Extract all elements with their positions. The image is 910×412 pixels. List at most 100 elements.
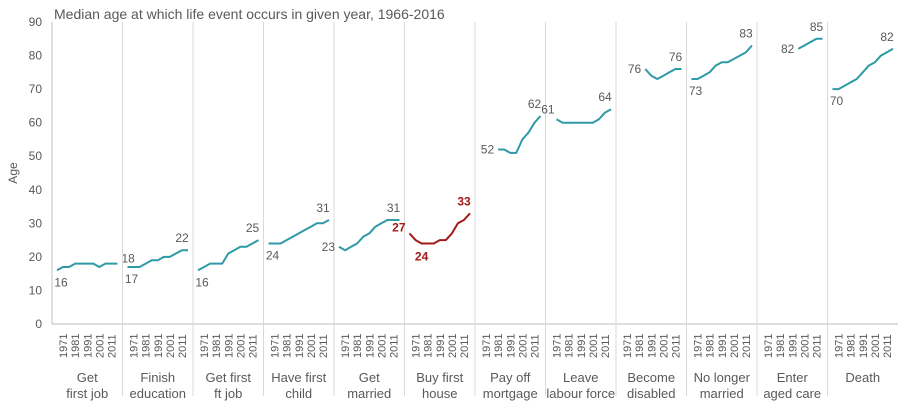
y-tick-label: 50 [29,149,43,163]
x-tick-label: 1971 [834,334,846,358]
x-tick-label: 2001 [799,334,811,358]
data-label-start: 52 [481,143,495,157]
x-tick-label: 1971 [411,334,423,358]
series-line-become-disabled [644,68,682,80]
y-tick-label: 20 [29,250,43,264]
x-tick-label: 1991 [576,334,588,358]
data-label-start: 61 [541,102,555,116]
series-line-finish-education [127,249,188,268]
data-label-end: 62 [528,97,542,111]
x-tick-label: 1981 [705,334,717,358]
data-label-end: 22 [175,231,189,245]
x-tick-label: 1981 [634,334,646,358]
x-tick-label: 2001 [588,334,600,358]
x-tick-label: 1981 [775,334,787,358]
x-tick-label: 2011 [741,334,753,358]
x-tick-label: 1971 [58,334,70,358]
x-tick-label: 1991 [153,334,165,358]
category-label: ft job [214,386,242,401]
x-tick-label: 2011 [318,334,330,358]
category-label: Enter [777,370,809,385]
series-line-leave-labour-force [556,108,612,124]
data-label-end: 76 [669,50,683,64]
x-tick-label: 1981 [564,334,576,358]
chart-title: Median age at which life event occurs in… [54,6,445,22]
x-tick-label: 2011 [388,334,400,358]
x-tick-label: 1991 [364,334,376,358]
y-tick-label: 60 [29,116,43,130]
x-tick-label: 2011 [459,334,471,358]
data-label-end: 18 [122,252,136,266]
x-tick-label: 2001 [165,334,177,358]
data-label-end: 85 [810,20,824,34]
category-label: Pay off [490,370,531,385]
x-tick-label: 1991 [82,334,94,358]
x-tick-label: 1991 [294,334,306,358]
x-tick-label: 1971 [763,334,775,358]
series-line-get-first-ft-job [197,239,259,272]
y-tick-label: 40 [29,183,43,197]
category-label: Get [359,370,380,385]
x-tick-label: 1981 [423,334,435,358]
x-tick-label: 1971 [552,334,564,358]
x-tick-label: 1981 [141,334,153,358]
x-tick-label: 2001 [658,334,670,358]
category-label: disabled [627,386,675,401]
series-line-no-longer-married [691,44,753,80]
category-label: No longer [694,370,751,385]
category-label: Become [627,370,675,385]
x-tick-label: 2011 [529,334,541,358]
data-label-start: 16 [195,275,209,289]
data-label-end: 33 [457,194,471,208]
x-tick-label: 1991 [435,334,447,358]
x-tick-label: 2001 [517,334,529,358]
category-label: Buy first [416,370,463,385]
y-tick-label: 0 [35,317,42,331]
series-line-have-first-child [268,219,330,245]
x-tick-label: 1981 [70,334,82,358]
x-tick-label: 2011 [882,334,894,358]
data-label-end: 31 [316,201,330,215]
category-label: Have first [271,370,326,385]
series-line-enter-aged-care [797,37,823,50]
x-tick-label: 1981 [493,334,505,358]
x-tick-label: 1981 [211,334,223,358]
data-label-start: 76 [628,62,642,76]
y-axis-label: Age [6,162,20,184]
series-line-get-first-job [56,262,118,272]
series-line-death [832,47,894,91]
x-tick-label: 2011 [670,334,682,358]
category-label: house [422,386,457,401]
x-tick-label: 1971 [481,334,493,358]
x-tick-label: 1971 [693,334,705,358]
data-label-end: 83 [739,26,753,40]
x-tick-label: 2001 [447,334,459,358]
x-tick-label: 2011 [247,334,259,358]
x-tick-label: 2001 [870,334,882,358]
data-label-start: 70 [830,94,844,108]
x-tick-label: 1971 [129,334,141,358]
y-tick-label: 30 [29,216,43,230]
category-label: mortgage [483,386,538,401]
x-tick-label: 1981 [846,334,858,358]
data-label-end: 64 [598,90,612,104]
category-label: labour force [546,386,615,401]
data-label-start: 24 [266,248,280,262]
x-tick-label: 1991 [787,334,799,358]
category-label: Finish [140,370,175,385]
category-label: education [130,386,186,401]
y-tick-label: 70 [29,82,43,96]
category-label: married [347,386,391,401]
x-tick-label: 1991 [858,334,870,358]
x-tick-label: 1991 [646,334,658,358]
series-line-pay-off-mortgage [498,115,542,154]
data-label-start: 16 [54,275,68,289]
category-label: aged care [763,386,821,401]
category-label: child [285,386,312,401]
category-label: married [700,386,744,401]
data-label-start: 23 [322,240,336,254]
data-label-start: 73 [689,84,703,98]
x-tick-label: 1981 [282,334,294,358]
y-tick-label: 80 [29,49,43,63]
